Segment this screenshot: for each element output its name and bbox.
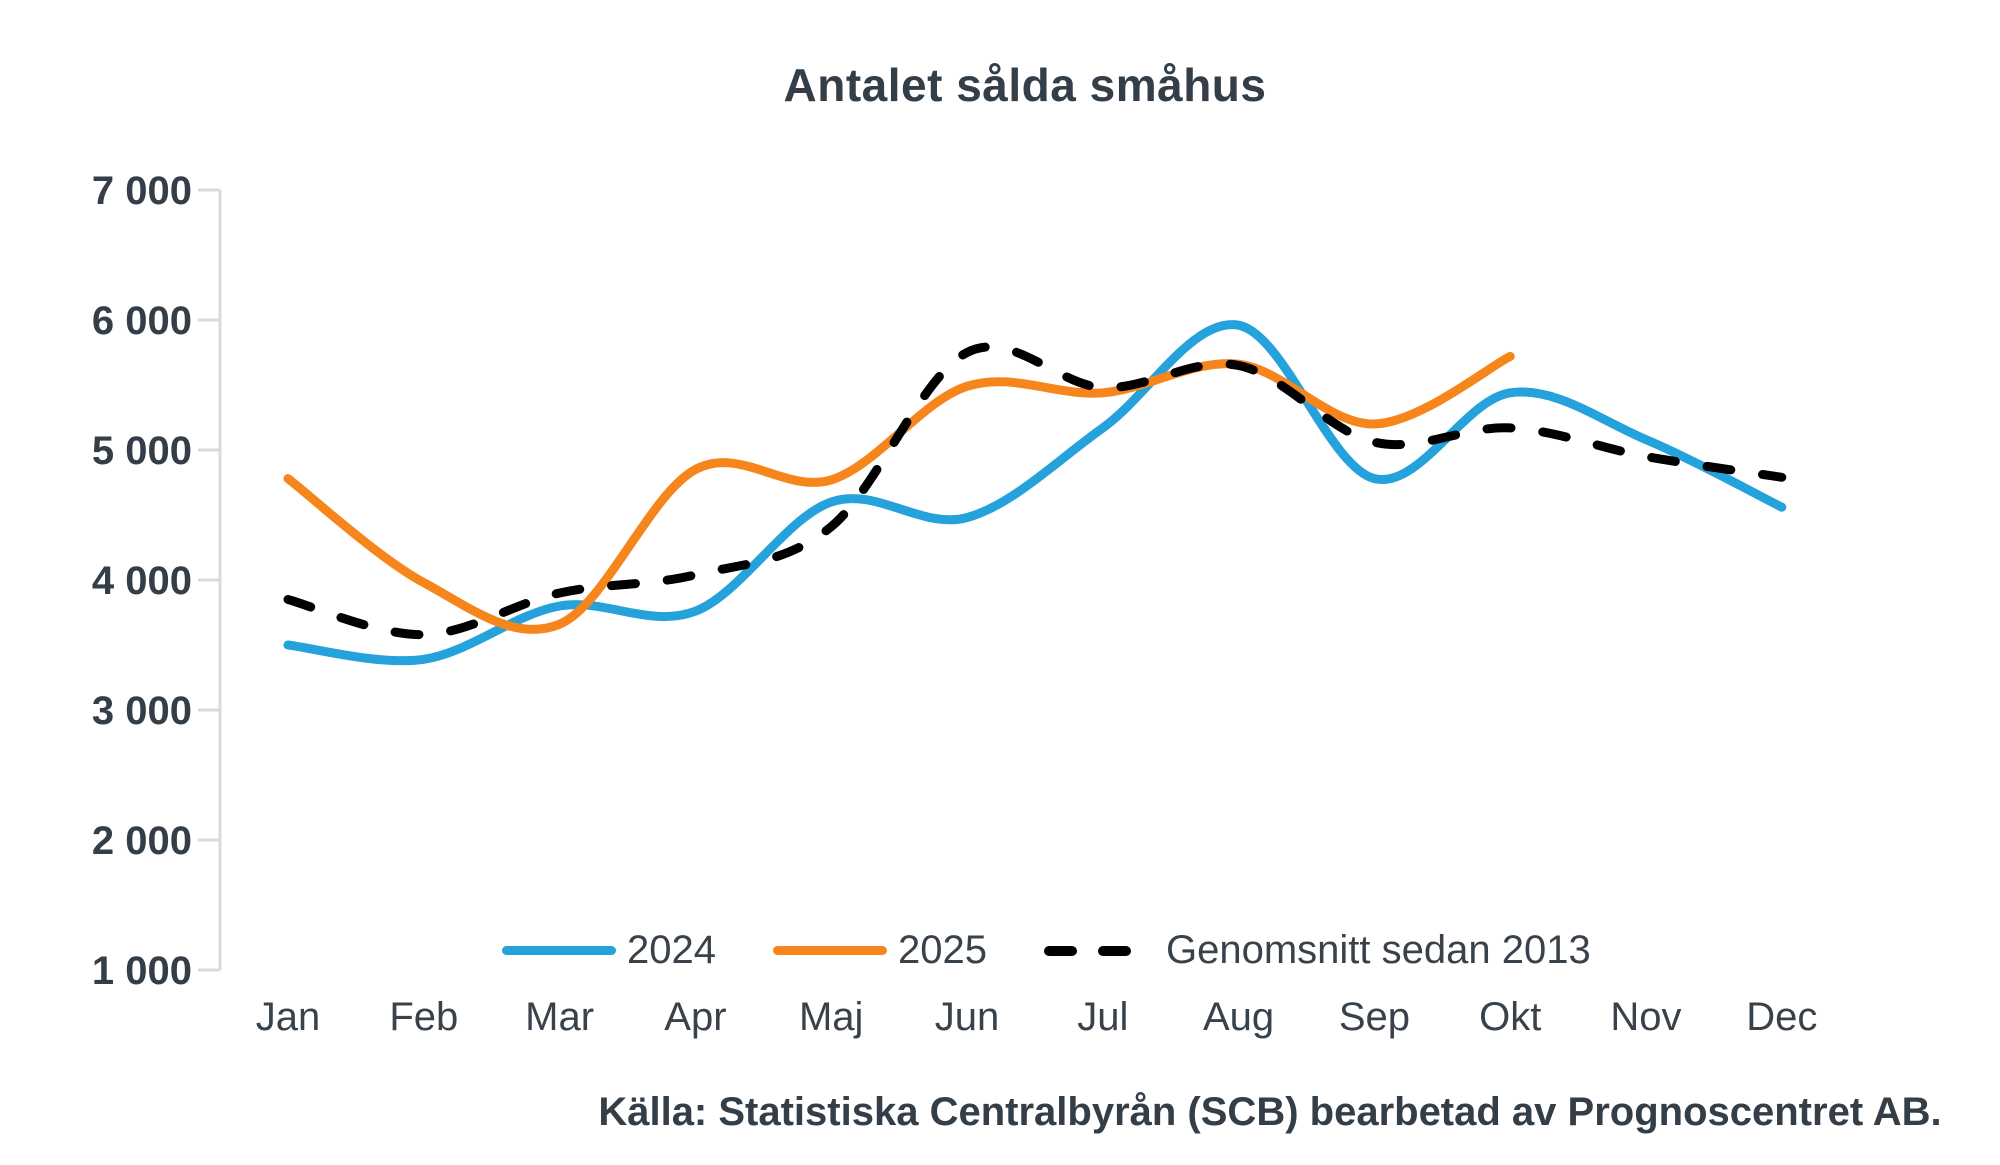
y-axis-label: 3 000 <box>92 689 192 733</box>
y-axis-label: 2 000 <box>92 819 192 863</box>
y-axis-label: 5 000 <box>92 429 192 473</box>
legend-swatch-average <box>1043 945 1131 956</box>
legend: 2024 2025 Genomsnitt sedan 2013 <box>502 928 1591 973</box>
legend-dash-pill <box>1043 945 1077 956</box>
y-axis-label: 4 000 <box>92 559 192 603</box>
y-axis-label: 6 000 <box>92 299 192 343</box>
x-axis-label: Okt <box>1479 995 1541 1039</box>
x-axis-label: Jun <box>935 995 1000 1039</box>
x-axis-label: Mar <box>525 995 594 1039</box>
x-axis-label: Feb <box>389 995 458 1039</box>
source-attribution: Källa: Statistiska Centralbyrån (SCB) be… <box>598 1090 1942 1134</box>
legend-item-average: Genomsnitt sedan 2013 <box>1043 928 1591 973</box>
series-line-2025 <box>283 351 1515 634</box>
legend-label-average: Genomsnitt sedan 2013 <box>1165 928 1591 972</box>
series-line-2024 <box>283 320 1787 666</box>
x-axis-label: Maj <box>799 995 863 1039</box>
legend-swatch-2024 <box>502 946 616 955</box>
x-axis-label: Jul <box>1077 995 1128 1039</box>
legend-dash-pill <box>1097 945 1131 956</box>
legend-swatch-2025 <box>772 946 887 955</box>
x-axis-label: Jan <box>256 995 321 1039</box>
x-axis-label: Sep <box>1339 995 1410 1039</box>
legend-label-2025: 2025 <box>897 928 987 972</box>
y-axis-label: 7 000 <box>92 169 192 213</box>
chart-title: Antalet sålda småhus <box>783 59 1267 111</box>
series-line-genomsnitt-sedan-2013 <box>283 342 1787 640</box>
x-axis-label: Apr <box>664 995 726 1039</box>
x-axis-label: Nov <box>1610 995 1681 1039</box>
legend-item-2024: 2024 <box>502 928 716 973</box>
x-axis-label: Dec <box>1746 995 1817 1039</box>
x-axis-label: Aug <box>1203 995 1274 1039</box>
y-axis-label: 1 000 <box>92 949 192 993</box>
legend-label-2024: 2024 <box>627 928 716 972</box>
legend-item-2025: 2025 <box>772 928 987 973</box>
